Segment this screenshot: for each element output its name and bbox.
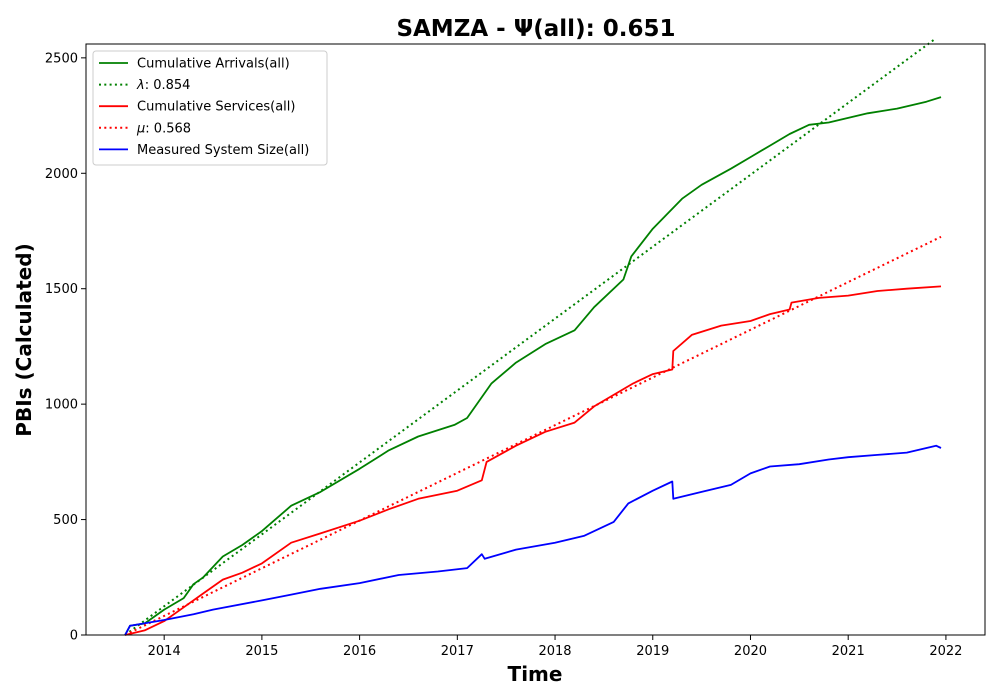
y-tick-label: 0 (70, 629, 78, 644)
x-tick-label: 2015 (245, 644, 278, 659)
x-axis: 2014 2015 2016 2017 2018 2019 2020 2021 2022 (148, 635, 962, 659)
legend-label-1: λ: 0.854 (136, 78, 190, 93)
y-tick-label: 2500 (45, 51, 78, 66)
legend-box (92, 50, 328, 166)
x-tick-label: 2020 (734, 644, 767, 659)
x-tick-label: 2022 (929, 644, 962, 659)
legend-label-3: μ: 0.568 (136, 121, 191, 136)
legend-label-4: Measured System Size(all) (137, 143, 309, 158)
y-tick-label: 500 (53, 513, 78, 528)
series-line-1 (124, 37, 937, 636)
x-tick-label: 2017 (441, 644, 474, 659)
x-axis-label: Time (508, 662, 563, 686)
x-tick-label: 2019 (636, 644, 669, 659)
y-axis-label: PBIs (Calculated) (12, 243, 36, 436)
y-axis: 0 500 1000 1500 2000 2500 (45, 51, 86, 644)
x-tick-label: 2014 (148, 644, 181, 659)
legend: Cumulative Arrivals(all) λ: 0.854 Cumulati… (92, 50, 328, 166)
series-line-2 (124, 285, 942, 636)
x-tick-label: 2021 (832, 644, 865, 659)
plot-area (124, 37, 942, 636)
legend-label-2: Cumulative Services(all) (137, 100, 295, 115)
series-line-0 (124, 96, 942, 636)
x-tick-label: 2018 (538, 644, 571, 659)
series-line-4 (124, 444, 942, 636)
chart-title: SAMZA - Ψ(all): 0.651 (396, 16, 675, 42)
y-tick-label: 2000 (45, 167, 78, 182)
legend-label-0: Cumulative Arrivals(all) (137, 57, 290, 72)
series-line-3 (124, 235, 942, 636)
plot-frame (85, 43, 986, 636)
y-tick-label: 1500 (45, 282, 78, 297)
y-tick-label: 1000 (45, 398, 78, 413)
x-tick-label: 2016 (343, 644, 376, 659)
